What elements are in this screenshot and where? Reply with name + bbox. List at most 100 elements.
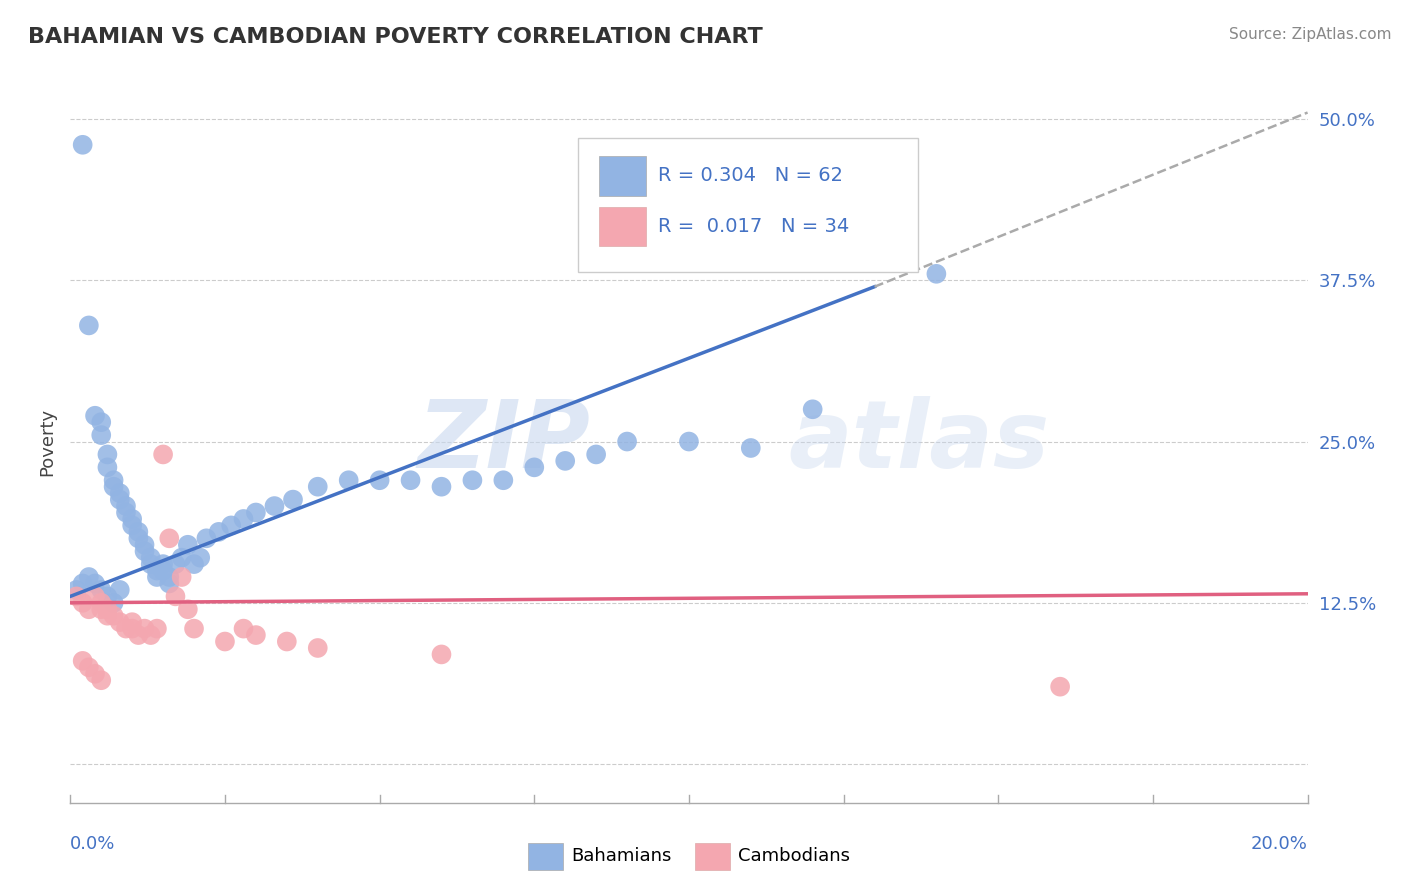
Y-axis label: Poverty: Poverty [38, 408, 56, 475]
Point [127, 628, 149, 642]
Point [177, 602, 200, 616]
Point [127, 524, 149, 539]
Point [72, 596, 94, 610]
Point [139, 628, 162, 642]
Point [84, 409, 107, 423]
Point [65, 590, 87, 604]
Point [281, 492, 304, 507]
Point [103, 480, 125, 494]
Point [139, 550, 162, 565]
Point [90, 428, 112, 442]
Bar [529, 843, 562, 870]
Point [195, 531, 218, 545]
Point [183, 557, 205, 571]
Point [165, 557, 187, 571]
Text: atlas: atlas [787, 395, 1049, 488]
Point [96, 602, 118, 616]
Point [139, 557, 162, 571]
Point [103, 473, 125, 487]
Point [430, 480, 453, 494]
Point [90, 582, 112, 597]
Point [263, 499, 285, 513]
FancyBboxPatch shape [578, 138, 918, 272]
Point [72, 137, 94, 152]
Point [492, 473, 515, 487]
Point [678, 434, 700, 449]
Point [368, 473, 391, 487]
Point [90, 596, 112, 610]
Text: 20.0%: 20.0% [1251, 835, 1308, 853]
Point [146, 622, 169, 636]
Point [208, 524, 231, 539]
Point [103, 608, 125, 623]
Point [96, 447, 118, 461]
Point [585, 447, 607, 461]
Point [90, 415, 112, 429]
Point [165, 590, 187, 604]
Point [96, 460, 118, 475]
Point [108, 492, 131, 507]
Bar [695, 843, 730, 870]
Point [157, 531, 180, 545]
Point [146, 570, 169, 584]
Bar [599, 156, 645, 196]
Point [152, 557, 174, 571]
Point [337, 473, 360, 487]
Point [170, 550, 193, 565]
Point [616, 434, 638, 449]
Point [115, 506, 138, 520]
Point [134, 544, 156, 558]
Point [146, 564, 169, 578]
Point [219, 518, 242, 533]
Text: R = 0.304   N = 62: R = 0.304 N = 62 [658, 166, 844, 186]
Point [72, 654, 94, 668]
Point [121, 615, 143, 630]
Point [103, 596, 125, 610]
Point [232, 512, 254, 526]
Text: BAHAMIAN VS CAMBODIAN POVERTY CORRELATION CHART: BAHAMIAN VS CAMBODIAN POVERTY CORRELATIO… [28, 27, 763, 46]
Point [232, 622, 254, 636]
Point [134, 622, 156, 636]
Point [157, 576, 180, 591]
Point [115, 499, 138, 513]
Point [121, 622, 143, 636]
Point [307, 480, 329, 494]
Text: Cambodians: Cambodians [738, 847, 851, 865]
Point [245, 628, 267, 642]
Bar [599, 207, 645, 246]
Point [108, 486, 131, 500]
Point [170, 570, 193, 584]
Point [72, 576, 94, 591]
Point [183, 622, 205, 636]
Point [90, 673, 112, 688]
Point [157, 570, 180, 584]
Point [1049, 680, 1071, 694]
Point [77, 318, 100, 333]
Point [801, 402, 824, 417]
Point [523, 460, 546, 475]
Point [430, 648, 453, 662]
Point [84, 576, 107, 591]
Point [115, 622, 138, 636]
Text: ZIP: ZIP [418, 395, 591, 488]
Point [121, 512, 143, 526]
Point [121, 518, 143, 533]
Point [65, 582, 87, 597]
Point [84, 666, 107, 681]
Text: Source: ZipAtlas.com: Source: ZipAtlas.com [1229, 27, 1392, 42]
Point [127, 531, 149, 545]
Point [461, 473, 484, 487]
Point [108, 615, 131, 630]
Point [108, 582, 131, 597]
Point [134, 538, 156, 552]
Point [152, 564, 174, 578]
Point [188, 550, 211, 565]
Point [399, 473, 422, 487]
Point [276, 634, 298, 648]
Point [77, 570, 100, 584]
Point [96, 590, 118, 604]
Point [214, 634, 236, 648]
Point [77, 660, 100, 674]
Point [90, 602, 112, 616]
Point [925, 267, 948, 281]
